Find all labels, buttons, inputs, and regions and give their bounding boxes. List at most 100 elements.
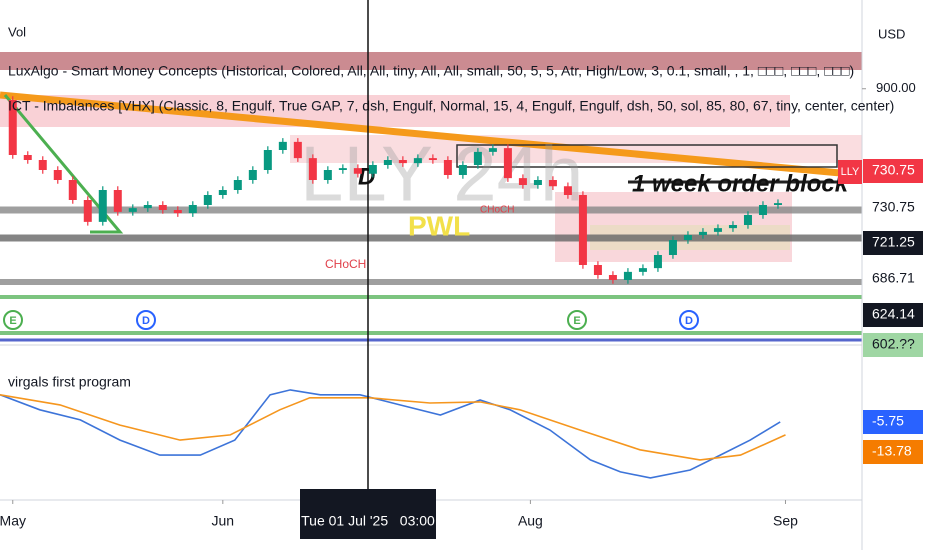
zone-band <box>0 95 790 127</box>
candle-body <box>278 141 287 150</box>
candle-body <box>728 225 737 229</box>
zone-band <box>0 52 862 70</box>
candle-body <box>8 100 17 155</box>
event-marker <box>679 310 699 330</box>
oscillator-tag: -13.78 <box>872 443 912 459</box>
trend-line <box>0 91 863 179</box>
price-tag-box <box>863 231 923 255</box>
candle-body <box>383 160 392 165</box>
candle-body <box>98 190 107 222</box>
candle-body <box>203 195 212 205</box>
price-tag-box <box>863 303 923 327</box>
oscillator-title: virgals first program <box>8 374 131 390</box>
candle-body <box>248 170 257 180</box>
x-tick-label: May <box>0 513 26 529</box>
candle-body <box>308 158 317 180</box>
price-tag-box <box>863 196 923 220</box>
price-tag: 730.75 <box>872 162 915 178</box>
annotation: CHoCH <box>325 257 366 271</box>
indicator-label: ICT - Imbalances [VHX] (Classic, 8, Engu… <box>8 98 894 114</box>
symbol-tag: LLY <box>841 166 860 178</box>
annotation: PWL <box>408 210 470 241</box>
x-tick-label: Sep <box>773 513 798 529</box>
oscillator-tag-box <box>863 410 923 434</box>
event-marker <box>136 310 156 330</box>
triangle-pattern <box>3 94 124 234</box>
candle-body <box>533 180 542 185</box>
candle-body <box>353 168 362 174</box>
crosshair-box <box>300 489 436 539</box>
candle-body <box>608 275 617 280</box>
volume-label: Vol <box>8 24 26 39</box>
watermark: LLY 24h <box>300 130 583 218</box>
candle-body <box>368 165 377 174</box>
candle-body <box>743 215 752 225</box>
candle-body <box>593 265 602 275</box>
price-pane: LLY 24h 1 week order block D CHoCH CHoCH PWL E… <box>3 96 850 330</box>
candle-body <box>128 208 137 212</box>
annotation: 1 week order block <box>632 170 850 197</box>
candle-body <box>68 180 77 200</box>
price-tag: 624.14 <box>872 306 915 322</box>
candle-body <box>653 255 662 269</box>
event-label: D <box>685 315 693 327</box>
candle-body <box>458 165 467 175</box>
candle-body <box>188 205 197 214</box>
event-label: E <box>573 315 580 327</box>
candle-body <box>293 141 302 159</box>
candle-body <box>668 240 677 255</box>
symbol-tag-box <box>838 160 862 184</box>
candle-body <box>473 151 482 165</box>
x-tick-label: Jun <box>212 513 235 529</box>
price-tag: 730.75 <box>872 199 915 215</box>
candle-body <box>548 180 557 187</box>
candle-body <box>503 148 512 179</box>
event-marker <box>567 310 587 330</box>
candle-body <box>713 228 722 232</box>
candle-body <box>233 180 242 190</box>
price-tag-box <box>863 159 923 183</box>
price-tag: 602.?? <box>872 336 915 352</box>
candle-body <box>683 235 692 240</box>
event-label: D <box>142 315 150 327</box>
axes: 900.00 May Jun Aug Sep 730.75 730.75 721.25 686.… <box>0 80 923 529</box>
oscillator-line <box>0 389 781 479</box>
event-marker <box>3 310 23 330</box>
indicator-label: LuxAlgo - Smart Money Concepts (Historic… <box>8 63 854 79</box>
event-label: E <box>9 315 16 327</box>
candle-body <box>698 231 707 235</box>
price-tag: 686.71 <box>872 270 915 286</box>
oscillator-line <box>0 394 786 461</box>
currency-label: USD <box>878 26 905 41</box>
candle-body <box>173 210 182 214</box>
candle-body <box>563 186 572 195</box>
crosshair-label: Tue 01 Jul '25 03:00 <box>301 513 435 529</box>
oscillator-tag-box <box>863 440 923 464</box>
oscillator-pane <box>0 389 786 479</box>
candle-body <box>428 158 437 160</box>
candle-body <box>758 205 767 215</box>
candle-body <box>53 170 62 180</box>
annotation: CHoCH <box>480 205 514 216</box>
candle-body <box>323 170 332 180</box>
candle-body <box>338 168 347 170</box>
candle-body <box>218 190 227 195</box>
candle-body <box>143 205 152 209</box>
candle-body <box>113 190 122 212</box>
candle-body <box>23 155 32 160</box>
x-tick-label: Aug <box>518 513 543 529</box>
candle-body <box>518 178 527 185</box>
price-tag: 721.25 <box>872 234 915 250</box>
candle-body <box>443 160 452 175</box>
candle-body <box>638 268 647 272</box>
candle-body <box>263 150 272 170</box>
candle-body <box>398 160 407 164</box>
y-tick-label: 900.00 <box>876 80 916 95</box>
order-block <box>456 144 838 168</box>
candle-body <box>578 195 587 265</box>
candle-body <box>158 205 167 210</box>
candle-body <box>623 271 632 280</box>
oscillator-tag: -5.75 <box>872 413 904 429</box>
